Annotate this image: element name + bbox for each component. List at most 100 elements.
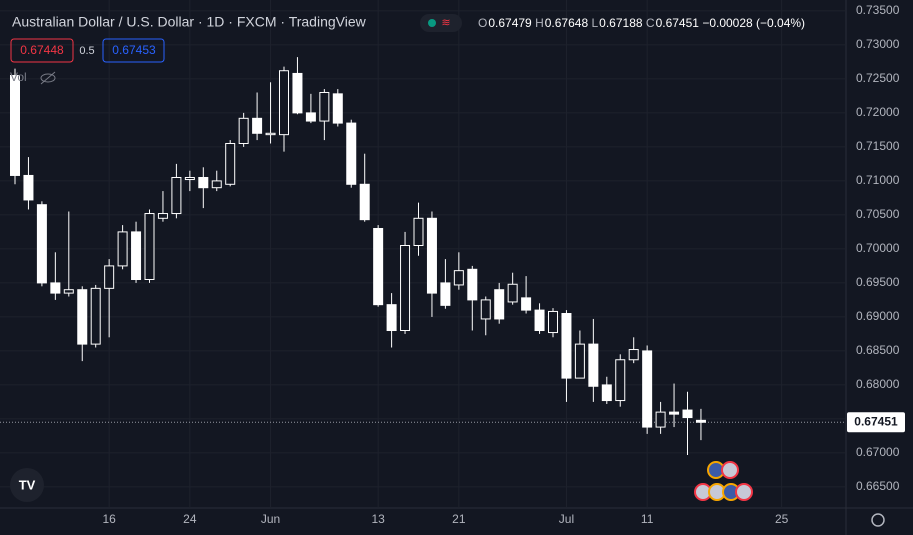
y-tick-label: 0.66500 — [856, 479, 900, 493]
candle-body — [319, 91, 330, 122]
ohlc-label: C — [646, 16, 655, 30]
candle-body — [480, 299, 491, 320]
buy-price[interactable]: 0.67453 — [112, 43, 156, 57]
ohlc-value: 0.67451 — [656, 16, 700, 30]
x-tick-label: 21 — [452, 512, 466, 526]
y-tick-label: 0.68000 — [856, 377, 900, 391]
candle-body — [494, 289, 505, 320]
candle-body — [400, 244, 411, 332]
y-tick-label: 0.70500 — [856, 207, 900, 221]
candle-body — [90, 287, 101, 345]
candle-body — [548, 310, 558, 334]
candle-body — [265, 132, 276, 136]
candle-body — [413, 217, 424, 246]
candle-body — [225, 142, 236, 185]
candle-body — [440, 282, 451, 306]
candle-body — [23, 174, 34, 201]
candle-body — [467, 268, 478, 301]
y-tick-label: 0.70000 — [856, 241, 900, 255]
visibility-icon-slash — [40, 71, 56, 85]
candle-body — [292, 72, 303, 114]
candle-body — [426, 217, 437, 294]
y-tick-label: 0.71500 — [856, 139, 900, 153]
candle-body — [655, 411, 666, 428]
candle-body — [184, 176, 195, 181]
candle-body — [669, 411, 680, 415]
ohlc-legend: O0.67479 H0.67648 L0.67188 C0.67451 −0.0… — [478, 16, 805, 30]
candle-body — [252, 117, 263, 134]
ohlc-value: 0.67479 — [488, 16, 532, 30]
candle-body — [588, 343, 599, 387]
candle-body — [117, 231, 128, 267]
candle-body — [63, 289, 74, 294]
candle-body — [144, 213, 155, 281]
last-price-label: 0.67451 — [854, 414, 898, 428]
visibility-icon[interactable] — [40, 73, 56, 83]
candle-body — [50, 282, 61, 294]
ohlc-value: 0.67648 — [545, 16, 589, 30]
y-tick-label: 0.71000 — [856, 173, 900, 187]
volume-label[interactable]: Vol — [10, 70, 27, 84]
status-pill — [420, 14, 462, 32]
candle-body — [198, 176, 209, 189]
y-tick-label: 0.69500 — [856, 275, 900, 289]
x-tick-label: Jul — [559, 512, 574, 526]
x-tick-label: 11 — [641, 512, 654, 526]
last-price-box — [847, 412, 905, 433]
candle-body — [574, 343, 585, 379]
sell-price[interactable]: 0.67448 — [20, 43, 64, 57]
x-tick-label: 13 — [371, 512, 385, 526]
event-icons — [694, 461, 753, 501]
buy-button[interactable] — [102, 38, 165, 63]
candle-body — [305, 112, 316, 122]
event-flag[interactable] — [721, 461, 739, 479]
candle-body — [453, 270, 464, 286]
market-open-dot — [428, 19, 436, 27]
candle-body — [10, 74, 20, 176]
ohlc-value: 0.67188 — [599, 16, 643, 30]
x-tick-label: Jun — [261, 512, 280, 526]
candle-body — [601, 384, 612, 402]
change: −0.00028 (−0.04%) — [702, 16, 805, 30]
candle-body — [238, 117, 249, 144]
status-icon: ≋ — [441, 17, 450, 29]
settings-icon[interactable] — [871, 513, 885, 527]
candle-body — [157, 213, 168, 219]
candle-body — [171, 176, 182, 215]
x-tick-label: 25 — [775, 512, 789, 526]
candle-body — [695, 419, 706, 423]
sell-button[interactable] — [10, 38, 74, 63]
candle-body — [507, 283, 518, 303]
candles — [10, 57, 706, 455]
candle-body — [642, 350, 653, 428]
spread: 0.5 — [79, 45, 94, 57]
tv-logo[interactable] — [10, 468, 44, 502]
candle-body — [131, 231, 142, 281]
candle-body — [104, 265, 115, 289]
candle-body — [682, 409, 693, 419]
candle-body — [615, 359, 626, 402]
y-tick-label: 0.68500 — [856, 343, 900, 357]
x-tick-label: 24 — [183, 512, 197, 526]
chart-title: Australian Dollar / U.S. Dollar · 1D · F… — [12, 14, 367, 30]
candle-body — [36, 204, 47, 284]
event-flag[interactable] — [735, 483, 753, 501]
ohlc-label: H — [535, 16, 544, 30]
candle-body — [359, 183, 370, 221]
candle-body — [211, 180, 222, 189]
tv-logo-mark: TV — [19, 477, 36, 492]
y-tick-label: 0.72500 — [856, 71, 900, 85]
candle-body — [332, 93, 343, 124]
y-tick-label: 0.69000 — [856, 309, 900, 323]
candle-body — [628, 349, 639, 361]
candle-body — [561, 313, 572, 379]
y-tick-label: 0.73500 — [856, 3, 900, 17]
overlay: Australian Dollar / U.S. Dollar · 1D · F… — [10, 3, 905, 527]
candle-body — [279, 70, 289, 136]
ohlc-label: O — [478, 16, 487, 30]
y-tick-label: 0.72000 — [856, 105, 900, 119]
y-tick-label: 0.73000 — [856, 37, 900, 51]
ohlc-label: L — [591, 16, 598, 30]
